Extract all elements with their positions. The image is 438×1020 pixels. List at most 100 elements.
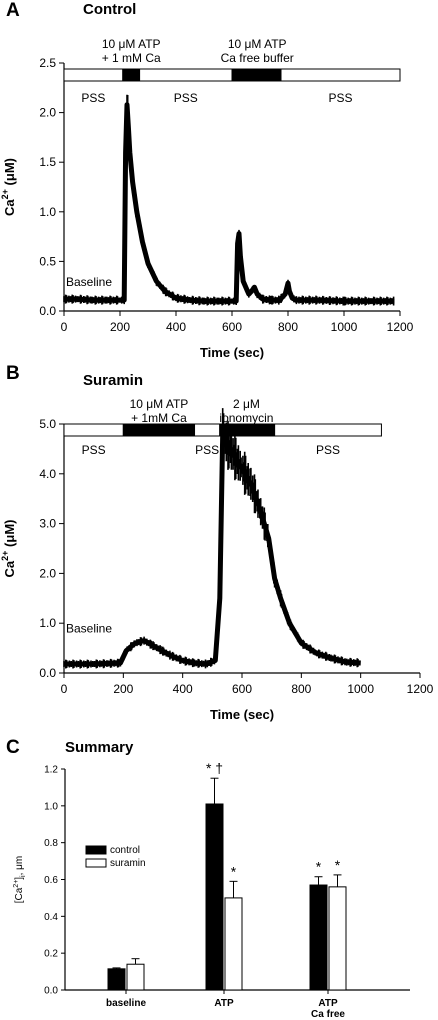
y-axis-title-unit: (μM) <box>2 520 17 551</box>
panel-letter: C <box>6 737 20 758</box>
y-axis-title-main: [Ca <box>14 887 25 903</box>
significance-marker: * <box>316 859 322 875</box>
timeline-segment <box>280 68 401 82</box>
panel-title: Suramin <box>83 372 143 389</box>
x-tick-label: 1000 <box>331 320 358 334</box>
timeline-segment <box>122 68 141 82</box>
bar-control <box>107 968 126 991</box>
baseline-annotation: Baseline <box>66 275 112 289</box>
bar-suramin <box>328 886 347 991</box>
y-tick-label: 0.2 <box>44 949 58 960</box>
y-axis-title-main: Ca <box>2 560 17 577</box>
y-tick-label: 1.5 <box>39 155 56 169</box>
treatment-label: 10 μM ATP <box>228 37 287 51</box>
series-noise <box>63 94 395 306</box>
x-tick-label: 1200 <box>407 682 434 696</box>
y-tick-label: 0.5 <box>39 254 56 268</box>
panel-a: A Control 0 200 400 600 800 1000 1200 0.0 0.5 1.0 1.… <box>0 0 414 360</box>
timeline-segment <box>63 423 124 437</box>
y-axis-title-sub: i <box>20 875 27 877</box>
y-axis-title-sup: 2+ <box>13 880 20 888</box>
legend-label: control <box>110 845 140 856</box>
y-tick-label: 2.5 <box>39 56 56 70</box>
treatment-label: Ca free buffer <box>221 51 294 65</box>
region-label: PSS <box>81 91 105 105</box>
y-tick-label: 2.0 <box>39 566 56 580</box>
x-tick-label: 200 <box>113 682 133 696</box>
y-axis-title: Ca2+ (μM) <box>0 158 17 216</box>
significance-marker: * <box>335 857 341 873</box>
y-axis-title-unit: ] <box>14 877 25 880</box>
x-axis-title: Time (sec) <box>200 345 264 360</box>
panel-letter: A <box>6 0 20 21</box>
x-tick-label: 200 <box>110 320 130 334</box>
category-label: ATP <box>318 998 338 1009</box>
category-label: ATP <box>214 998 234 1009</box>
region-label: PSS <box>328 91 352 105</box>
y-tick-label: 5.0 <box>39 417 56 431</box>
y-tick-label: 2.0 <box>39 106 56 120</box>
y-axis-title-sup: 2+ <box>0 189 10 199</box>
panel-letter: B <box>6 363 20 384</box>
y-axis-title: Ca2+ (μM) <box>0 520 17 578</box>
y-axis-title: [Ca2+]i, μm <box>13 856 27 904</box>
timeline-segment <box>194 423 221 437</box>
y-axis-title-main: Ca <box>2 199 17 216</box>
series-noise <box>63 408 361 669</box>
bar-suramin <box>224 897 243 991</box>
legend-label: suramin <box>110 858 146 869</box>
x-tick-label: 400 <box>173 682 193 696</box>
x-tick-label: 800 <box>291 682 311 696</box>
category-label: baseline <box>106 998 146 1009</box>
y-tick-label: 0.8 <box>44 838 58 849</box>
x-tick-label: 0 <box>61 682 68 696</box>
y-tick-label: 0.0 <box>44 986 58 997</box>
x-axis-title: Time (sec) <box>210 707 274 722</box>
category-label: Ca free <box>311 1009 345 1020</box>
y-tick-label: 0.6 <box>44 875 58 886</box>
region-label: PSS <box>82 443 106 457</box>
timeline-segment <box>63 68 124 82</box>
bar-suramin <box>126 963 145 991</box>
panel-c: C Summary 0.0 0.2 0.4 0.6 0.8 1.0 1.2 [Ca2+]i, μm… <box>6 737 410 1020</box>
significance-marker: * <box>231 863 237 879</box>
legend-swatch-suramin <box>85 858 107 868</box>
timeline-segment <box>122 423 196 437</box>
x-tick-label: 1000 <box>347 682 374 696</box>
x-tick-label: 600 <box>232 682 252 696</box>
treatment-label: 10 μM ATP <box>130 397 189 411</box>
timeline-segment <box>231 68 282 82</box>
x-tick-label: 1200 <box>387 320 414 334</box>
y-axis-title-unit: (μM) <box>2 158 17 189</box>
legend-swatch-control <box>85 845 107 855</box>
x-tick-label: 600 <box>222 320 242 334</box>
region-label: PSS <box>316 443 340 457</box>
y-tick-label: 1.0 <box>44 801 58 812</box>
treatment-label: + 1mM Ca <box>131 411 187 425</box>
y-axis-title-tail: , μm <box>14 856 25 876</box>
treatment-label: ionomycin <box>219 411 273 425</box>
treatment-label: 10 μM ATP <box>102 37 161 51</box>
timeline-segment <box>274 423 382 437</box>
bar-control <box>309 884 328 991</box>
region-label: PSS <box>195 443 219 457</box>
region-label: PSS <box>174 91 198 105</box>
panel-title: Summary <box>65 739 134 756</box>
treatment-label: 2 μM <box>233 397 260 411</box>
baseline-annotation: Baseline <box>66 622 112 636</box>
series-trace <box>64 102 395 304</box>
y-tick-label: 0.4 <box>44 912 58 923</box>
x-tick-label: 800 <box>278 320 298 334</box>
y-tick-label: 0.0 <box>39 304 56 318</box>
panel-b: B Suramin 0 200 400 600 800 1000 1200 0.0 1.0 2.0 3.… <box>0 363 434 722</box>
y-tick-label: 1.0 <box>39 616 56 630</box>
panel-title: Control <box>83 1 136 18</box>
timeline-segment <box>139 68 233 82</box>
treatment-label: + 1 mM Ca <box>102 51 161 65</box>
bar-control <box>205 803 224 991</box>
significance-marker: * † <box>206 760 223 776</box>
x-tick-label: 400 <box>166 320 186 334</box>
y-tick-label: 3.0 <box>39 517 56 531</box>
y-axis-title-sup: 2+ <box>0 551 10 561</box>
y-tick-label: 1.2 <box>44 765 58 776</box>
